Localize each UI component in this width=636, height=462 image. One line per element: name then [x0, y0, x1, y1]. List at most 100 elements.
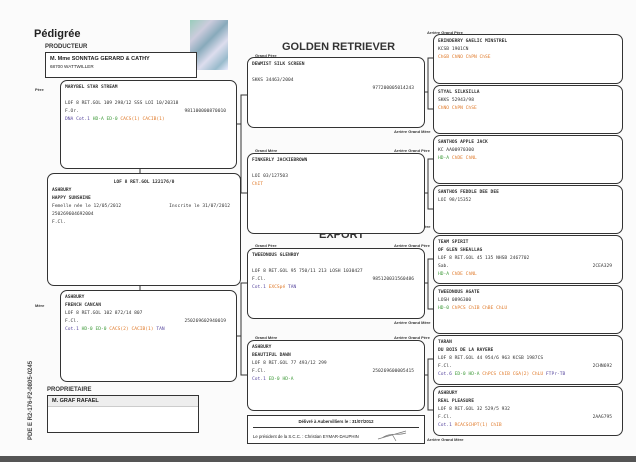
box-line: HD-A ChDE ChNL [438, 155, 618, 163]
box-line: DNA Cot.1 HD-A ED-0 CACS(1) CACIB(1) [65, 116, 232, 124]
box-line: F.Cl. 2AAG795 [438, 414, 618, 422]
ancestor-box-3: SANTHOS APPLE JACK KC AA00970300 HD-A ChDE… [433, 135, 623, 184]
box-line: 250269604692004 [52, 211, 236, 219]
line-text: F.Cl. [252, 277, 266, 282]
line-text: F.Cl. [252, 369, 266, 374]
line-text: LOI 03/127503 [252, 174, 288, 179]
box-line: ASHBURY [438, 390, 618, 398]
title-badge: ChPCS ChIB CGA(2) ChLU [482, 372, 546, 377]
mother-box: ASHBURY FRENCH CANCAN LOF 8 RET.GOL 102 87… [60, 290, 237, 382]
box-line: DEWMIST SILK SCREEN [252, 61, 420, 69]
breed-title: GOLDEN RETRIEVER [282, 41, 396, 53]
line-text: ASHBURY [438, 391, 458, 396]
line-text: STYAL SILKSILLA [438, 90, 480, 95]
grand-mere-paternal-box: FINKERLY JACKIEBROWN LOI 03/127503 ChIT [247, 153, 425, 234]
box-line: LOF 8 RET.GOL 95 750/11 213 LOSH 1030427 [252, 268, 420, 276]
line-text: TEAM SPIRIT [438, 240, 469, 245]
line-text: HAPPY SUNSHINE [52, 196, 91, 201]
box-line: KCSB 1901CN [438, 46, 618, 54]
box-line: ChNO ChPN ChSE [438, 105, 618, 113]
line-text: KCSB 1901CN [438, 47, 469, 52]
line-text: LOF 8 RET.GOL 95 750/11 213 LOSH 1030427 [252, 269, 363, 274]
box-line: F.Cl. 2CHN692 [438, 363, 618, 371]
box-line: Cot.1 ED-0 HD-A [252, 376, 420, 384]
box-line: LOF 8 RET.GOL 122176/0 [52, 179, 236, 187]
line-right-value: 2CEA329 [592, 264, 612, 269]
box-line: Cot.1 HD-0 ED-0 CACS(2) CACIB(1) TAN [65, 326, 232, 334]
title-badge: HD-0 [81, 327, 96, 332]
box-line: TWEEDNOUS AGATE [438, 289, 618, 297]
box-line: F.Cl. 250269602940019 [65, 318, 232, 326]
line-right-value: 2AAG795 [592, 415, 612, 420]
box-line: TEAM SPIRIT [438, 239, 618, 247]
box-line: Femelle née le 12/05/2012 Inscrite le 31/… [52, 203, 236, 211]
box-line [252, 165, 420, 173]
box-line: Cot.1 EXCSpé TAN [252, 284, 420, 292]
box-line [65, 92, 232, 100]
title-badge: CACS(2) [109, 327, 132, 332]
title-badge: DNA [65, 117, 77, 122]
box-line: LOF 8 RET.GOL 109 298/12 SSS LOI 10/2031… [65, 100, 232, 108]
line-text: Sab. [438, 264, 450, 269]
box-line: REAL PLEASURE [438, 398, 618, 406]
dog-box: LOF 8 RET.GOL 122176/0 ASHBURY HAPPY SUNSH… [47, 173, 241, 286]
box-line [252, 69, 420, 77]
box-line: HD-A ChDE ChNL [438, 271, 618, 279]
box-line: FINKERLY JACKIEBROWN [252, 157, 420, 165]
line-text: REAL PLEASURE [438, 399, 474, 404]
title-badge: Cot.6 [438, 372, 455, 377]
line-text: MARYBEL STAR STREAM [65, 85, 118, 90]
box-line: TARAN [438, 339, 618, 347]
box-line: TWEEDNOUS GLENROY [252, 252, 420, 260]
line-text: LOF 8 RET.GOL 122176/0 [113, 180, 175, 185]
line-right-value: Inscrite le 31/07/2012 [169, 204, 230, 209]
box-line: LOI 03/127503 [252, 173, 420, 181]
line-text: LOF 8 RET.GOL 32 529/5 932 [438, 407, 510, 412]
line-text: F.Cl. [52, 220, 66, 225]
box-line: 977200005014243 [252, 85, 420, 93]
line-text: LOF 8 RET.GOL 109 298/12 SSS LOI 10/2031… [65, 101, 179, 106]
document-code: PDE E R2-176-F2-0805-0245 [28, 360, 34, 440]
title-badge: HD-A [92, 117, 107, 122]
arriere-grand-pere-label: Arrière Grand Père [394, 243, 430, 248]
title-badge: ChIT [252, 182, 264, 187]
box-line: F.Cl. 985120031560486 [252, 276, 420, 284]
box-line: HAPPY SUNSHINE [52, 195, 236, 203]
box-line: Cot.1 RCACSCHPT(1) ChIB [438, 422, 618, 430]
title-badge: ED-0 [95, 327, 110, 332]
line-right-value: 2CHN692 [592, 364, 612, 369]
pere-label: Père [35, 87, 44, 92]
box-line [252, 260, 420, 268]
delivery-date: Délivré à Aubervilliers le : 31/07/2012 [298, 419, 374, 424]
grand-mere-label: Grand Mère [255, 335, 278, 340]
line-text: LOF 8 RET.GOL 77 493/12 299 [252, 361, 327, 366]
line-text: DEWMIST SILK SCREEN [252, 62, 305, 67]
arriere-grand-pere-label: Arrière Grand Père [427, 30, 463, 35]
arriere-grand-pere-label: Arrière Grand Père [394, 148, 430, 153]
line-text: LOF 8 RET.GOL 102 872/14 807 [65, 311, 143, 316]
title-badge: ED-0 [106, 117, 121, 122]
owner-label: PROPRIETAIRE [47, 387, 92, 393]
box-line: LOI 98/15352 [438, 197, 618, 205]
box-line: ASHBURY [252, 344, 420, 352]
producer-box: M. Mme SONNTAG GERARD & CATHY 68700 WATT… [45, 52, 197, 78]
producer-city: 68700 WATTWILLER [50, 64, 94, 69]
box-line: ERINDERRY GAELIC MINSTREL [438, 38, 618, 46]
line-right-value: 977200005014243 [372, 86, 415, 91]
title-badge: HD-A [282, 377, 294, 382]
title-badge: ChNO ChPN ChSE [438, 106, 477, 111]
line-text: DU BOIS DE LA RAYERE [438, 348, 494, 353]
title-badge: Cot.1 [252, 377, 269, 382]
box-line: KC AA00970300 [438, 147, 618, 155]
box-line: F.Cl. [52, 219, 236, 227]
title-badge: CACIB(1) [142, 117, 165, 122]
box-line: F.Cl. 250269600005415 [252, 368, 420, 376]
grand-pere-maternal-box: TWEEDNOUS GLENROY LOF 8 RET.GOL 95 750/11… [247, 248, 425, 319]
line-text: 250269604692004 [52, 212, 94, 217]
producer-name: M. Mme SONNTAG GERARD & CATHY [50, 56, 150, 62]
line-text: TWEEDNOUS AGATE [438, 290, 480, 295]
box-line: SANTHOS FEDDLE DEE DEE [438, 189, 618, 197]
line-text: FRENCH CANCAN [65, 303, 101, 308]
box-line: SANTHOS APPLE JACK [438, 139, 618, 147]
